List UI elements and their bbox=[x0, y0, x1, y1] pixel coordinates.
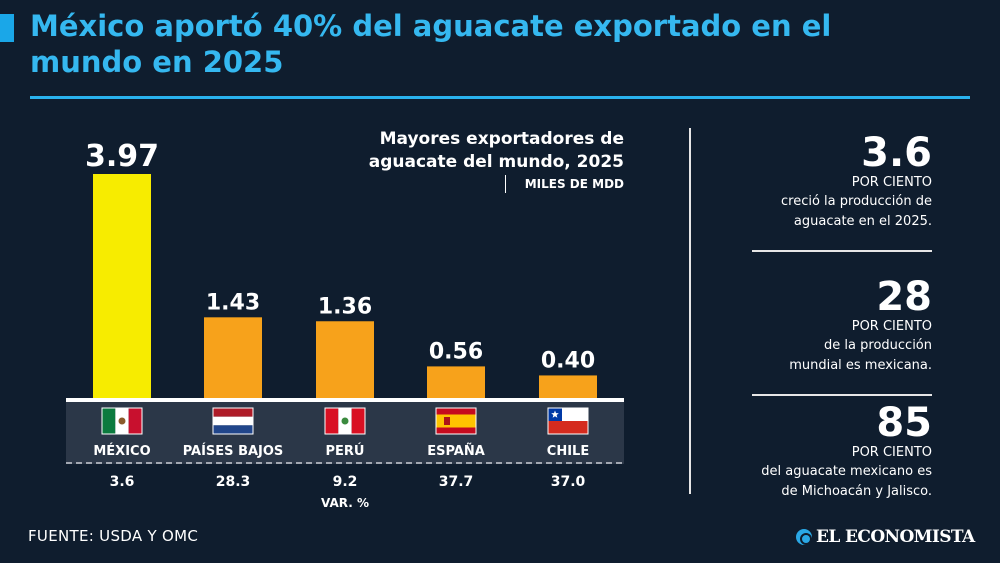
var-pct-label: 9.2 bbox=[333, 474, 358, 490]
data-label: 1.43 bbox=[206, 290, 260, 315]
var-pct-label: 37.0 bbox=[551, 474, 586, 490]
stat-unit: POR CIENTO bbox=[851, 319, 932, 334]
stat-block-states: 85 POR CIENTO del aguacate mexicano es d… bbox=[720, 402, 932, 502]
mexico-flag-icon bbox=[101, 407, 143, 435]
logo-mark-icon bbox=[796, 529, 812, 545]
category-label: CHILE bbox=[547, 444, 589, 459]
var-axis-label: VAR. % bbox=[321, 496, 369, 510]
data-label: 0.40 bbox=[541, 348, 595, 373]
stat-value: 3.6 bbox=[861, 130, 932, 176]
bar-chile bbox=[539, 375, 597, 398]
stat-description-line: creció la producción de bbox=[781, 194, 932, 209]
stat-description-line: aguacate en el 2025. bbox=[793, 214, 932, 229]
stat-description-line: de la producción bbox=[824, 338, 932, 353]
stats-divider bbox=[689, 128, 691, 494]
stat-description-line: del aguacate mexicano es bbox=[761, 464, 932, 479]
data-label: 1.36 bbox=[318, 294, 372, 319]
data-label: 3.97 bbox=[85, 139, 159, 174]
stat-description-line: mundial es mexicana. bbox=[789, 358, 932, 373]
var-pct-label: 28.3 bbox=[216, 474, 251, 490]
bar-méxico bbox=[93, 174, 151, 398]
stat-separator bbox=[752, 250, 932, 252]
logo-text: EL ECONOMISTA bbox=[816, 527, 975, 547]
stat-value: 28 bbox=[876, 274, 932, 320]
category-label: ESPAÑA bbox=[427, 443, 485, 459]
var-pct-label: 37.7 bbox=[439, 474, 474, 490]
chile-flag-icon bbox=[547, 407, 589, 435]
category-label: PERÚ bbox=[326, 443, 365, 459]
title-divider bbox=[30, 96, 970, 99]
source-note: FUENTE: USDA Y OMC bbox=[28, 527, 199, 545]
chart-heading: Mayores exportadores de aguacate del mun… bbox=[368, 129, 624, 172]
title-accent-bar bbox=[0, 14, 14, 42]
bar-españa bbox=[427, 366, 485, 398]
stat-description-line: de Michoacán y Jalisco. bbox=[781, 484, 932, 499]
stat-value: 85 bbox=[876, 400, 932, 446]
category-label: MÉXICO bbox=[93, 443, 150, 459]
netherlands-flag-icon bbox=[212, 407, 254, 435]
spain-flag-icon bbox=[435, 407, 477, 435]
page-title: México aportó 40% del aguacate exportado… bbox=[30, 9, 832, 79]
stat-separator bbox=[752, 394, 932, 396]
category-label: PAÍSES BAJOS bbox=[183, 443, 284, 459]
baseline bbox=[66, 398, 624, 402]
stat-block-growth: 3.6 POR CIENTO creció la producción de a… bbox=[720, 132, 932, 232]
stat-unit: POR CIENTO bbox=[851, 445, 932, 460]
stat-unit: POR CIENTO bbox=[851, 175, 932, 190]
bar-perú bbox=[316, 321, 374, 398]
data-label: 0.56 bbox=[429, 339, 483, 364]
peru-flag-icon bbox=[324, 407, 366, 435]
stat-block-share: 28 POR CIENTO de la producción mundial e… bbox=[720, 276, 932, 376]
chart-unit-label: MILES DE MDD bbox=[505, 175, 624, 193]
var-pct-label: 3.6 bbox=[110, 474, 135, 490]
publisher-logo: EL ECONOMISTA bbox=[796, 527, 975, 547]
bar-países-bajos bbox=[204, 317, 262, 398]
